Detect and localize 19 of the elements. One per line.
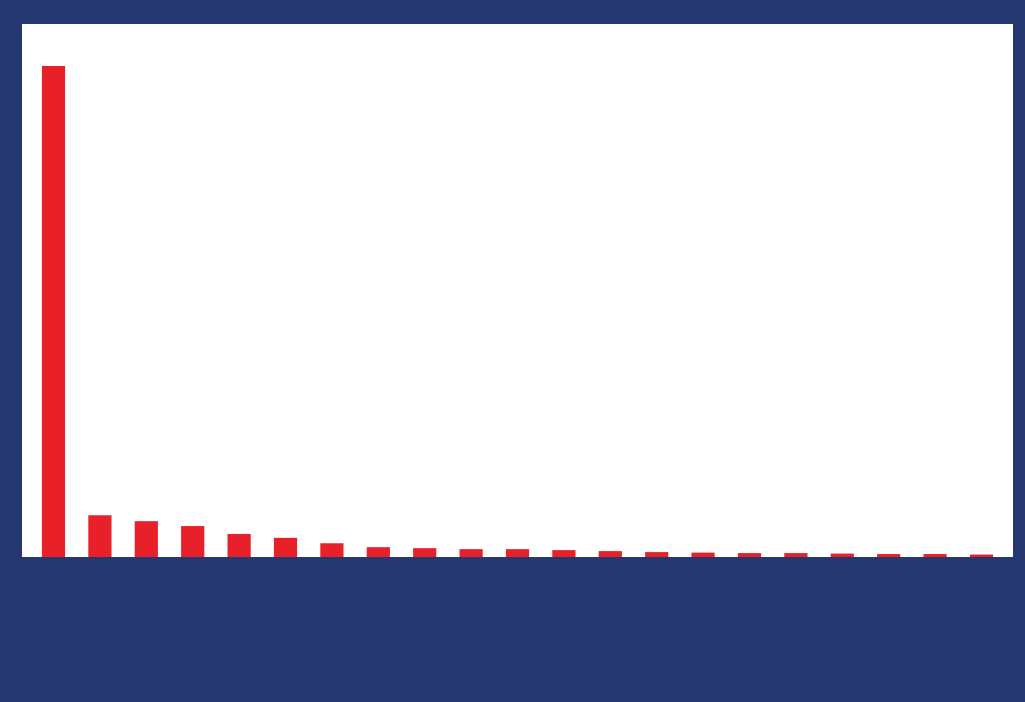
bar (413, 548, 437, 557)
bar (877, 554, 901, 557)
bar (784, 553, 808, 557)
bar (505, 549, 530, 557)
bar (227, 533, 251, 557)
bar (598, 551, 622, 557)
bar (273, 537, 298, 557)
bar (552, 550, 576, 557)
bar (41, 66, 66, 557)
bar (459, 549, 483, 557)
bar (181, 526, 205, 557)
bar (923, 554, 947, 557)
bar (320, 543, 344, 557)
bar (737, 553, 762, 557)
bar (691, 552, 715, 557)
bar (645, 552, 669, 557)
bar (88, 515, 112, 557)
bar (366, 547, 390, 557)
bar (134, 521, 158, 557)
